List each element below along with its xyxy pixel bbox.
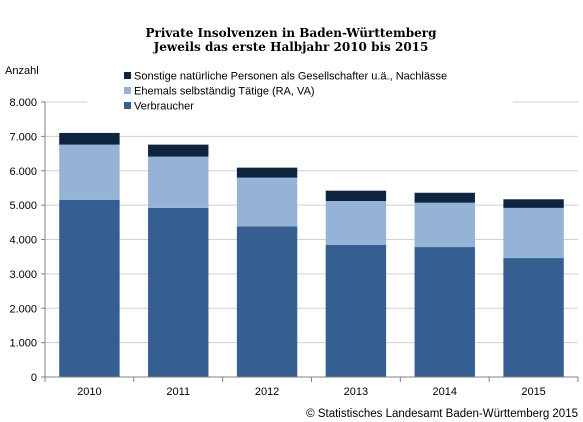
axes [41,101,579,382]
y-tick-label: 0 [31,372,37,384]
bar-segment [59,199,120,377]
y-tick-label: 3.000 [9,269,37,281]
source-note: © Statistisches Landesamt Baden-Württemb… [306,408,578,420]
x-tick-label: 2011 [166,386,190,398]
y-tick-label: 4.000 [9,235,37,247]
chart-title: Private Insolvenzen in Baden-Württemberg [146,26,438,40]
bar-segment [236,167,298,178]
bar-segment [236,177,298,227]
bar-segment [148,156,209,208]
y-tick-label: 5.000 [9,200,37,212]
x-tick-label: 2010 [77,386,101,398]
x-tick-labels: 2010 2011 2012 2013 2014 2015 [77,386,546,398]
x-tick-label: 2014 [433,386,457,398]
bar-segment [414,247,475,377]
bar-segment [325,245,387,377]
y-tick-label: 1.000 [9,338,37,350]
bar-segment [59,144,120,200]
legend-label: Verbraucher [134,101,194,113]
legend-background [87,66,513,118]
y-tick-labels: 0 1.000 2.000 3.000 4.000 5.000 6.000 7.000 8.00… [9,97,37,384]
bar-segment [325,201,387,245]
y-tick-label: 2.000 [9,303,37,315]
chart-subtitle: Jeweils das erste Halbjahr 2010 bis 2015 [153,40,429,54]
bar-segment [59,132,120,145]
bar-segment [503,258,564,377]
y-axis-label: Anzahl [5,65,39,77]
x-tick-label: 2013 [344,386,368,398]
legend-swatch [124,87,131,94]
legend-swatch [124,72,131,79]
bar-segment [503,199,564,208]
y-tick-label: 6.000 [9,166,37,178]
legend-label: Sonstige natürliche Personen als Gesells… [134,71,447,83]
bar-segment [148,144,209,157]
bar-segment [414,192,475,203]
x-tick-label: 2012 [255,386,279,398]
y-tick-label: 8.000 [9,97,37,109]
bar-segment [236,226,298,377]
bars [59,132,564,377]
bar-segment [325,190,387,201]
legend-label: Ehemals selbständig Tätige (RA, VA) [134,86,315,98]
gridlines [45,101,578,344]
legend-swatch [124,102,131,109]
y-tick-label: 7.000 [9,131,37,143]
bar-segment [148,207,209,377]
bar-segment [414,202,475,248]
legend: Sonstige natürliche Personen als Gesells… [87,66,513,118]
bar-segment [503,207,564,259]
x-tick-label: 2015 [521,386,545,398]
